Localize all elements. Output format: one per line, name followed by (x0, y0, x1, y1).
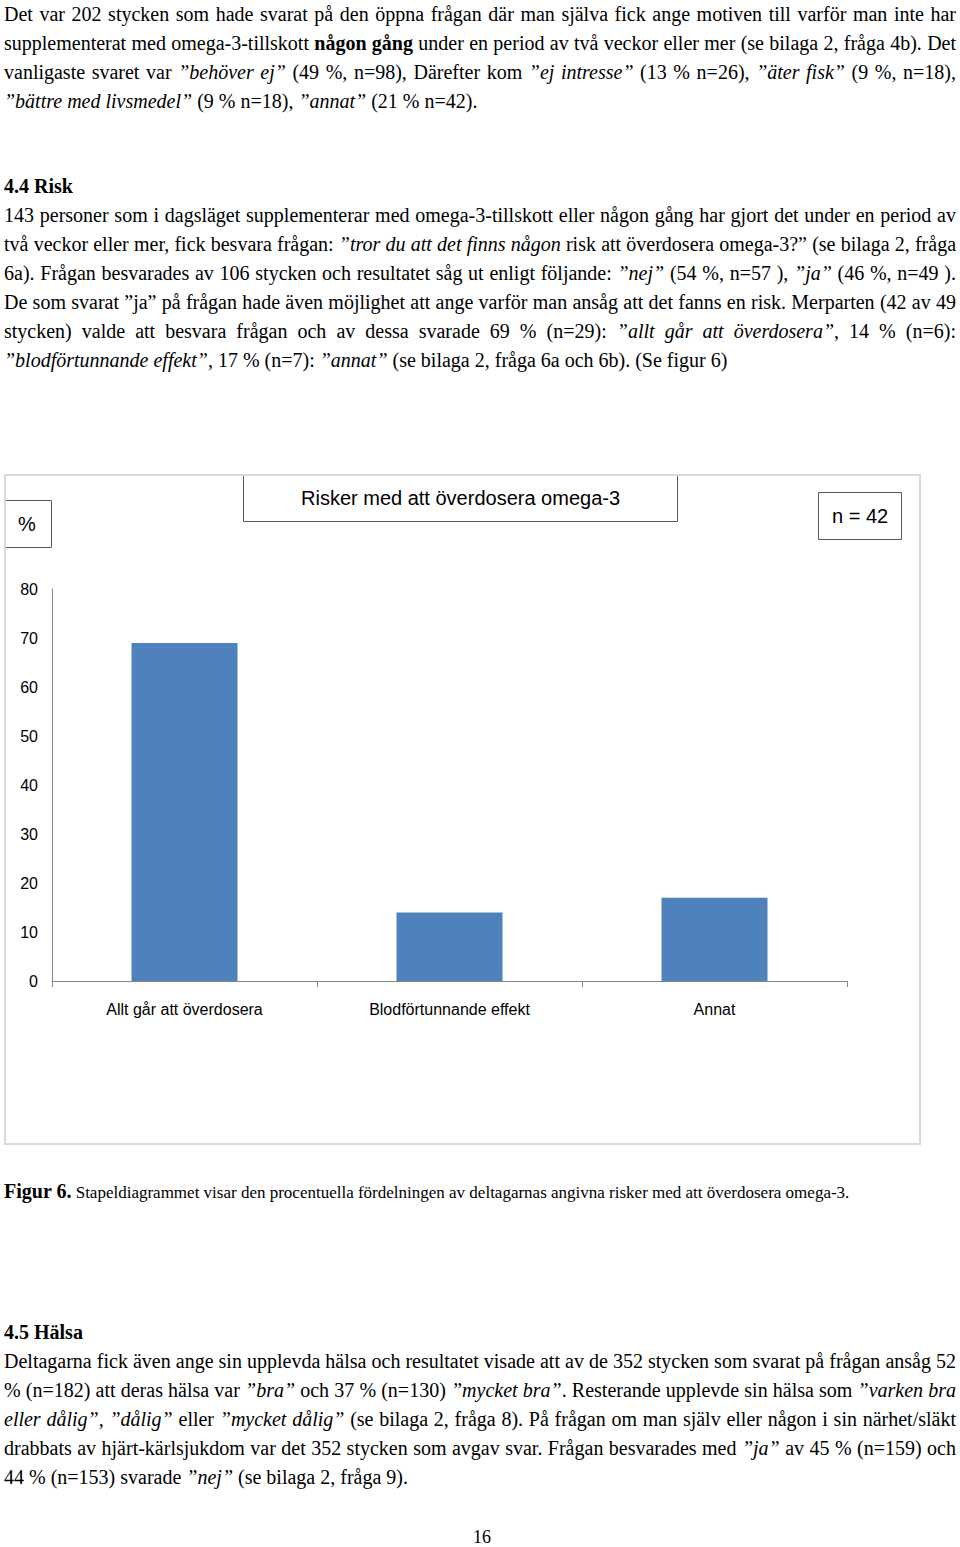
html-text:”bättre med livsmedel” (9 % n=: ”bättre med livsmedel” (9 % n=18), ”anna… (4, 90, 478, 112)
svg-text:60: 60 (20, 679, 38, 696)
svg-text:Allt går att överdosera: Allt går att överdosera (106, 1001, 263, 1018)
html-text:143 personer som i dagsläget s: 143 personer som i dagsläget supplemente… (4, 204, 956, 342)
svg-text:70: 70 (20, 630, 38, 647)
html-text:Deltagarna fick även ange sin: Deltagarna fick även ange sin upplevda h… (4, 1350, 956, 1488)
svg-text:20: 20 (20, 875, 38, 892)
svg-text:n = 42: n = 42 (832, 505, 888, 527)
svg-text:80: 80 (20, 581, 38, 598)
svg-text:0: 0 (29, 973, 38, 990)
svg-text:Risker med att överdosera omeg: Risker med att överdosera omega-3 (301, 487, 620, 509)
html-text:”blodförtunnande effekt”, 17 %: ”blodförtunnande effekt”, 17 % (n=7): ”a… (4, 349, 728, 371)
html-text:4.5 Hälsa: 4.5 Hälsa (4, 1321, 83, 1343)
html-text:Figur 6. Stapeldiagrammet visa: Figur 6. Stapeldiagrammet visar den proc… (4, 1180, 850, 1202)
svg-text:50: 50 (20, 728, 38, 745)
html-text:Det var 202 stycken som hade s: Det var 202 stycken som hade svarat på d… (4, 3, 956, 83)
svg-text:Annat: Annat (694, 1001, 736, 1018)
svg-text:40: 40 (20, 777, 38, 794)
svg-text:10: 10 (20, 924, 38, 941)
html-text:16: 16 (473, 1527, 491, 1547)
svg-text:%: % (18, 513, 36, 535)
svg-text:Blodförtunnande effekt: Blodförtunnande effekt (369, 1001, 530, 1018)
html-text:4.4 Risk: 4.4 Risk (4, 175, 73, 197)
svg-text:30: 30 (20, 826, 38, 843)
